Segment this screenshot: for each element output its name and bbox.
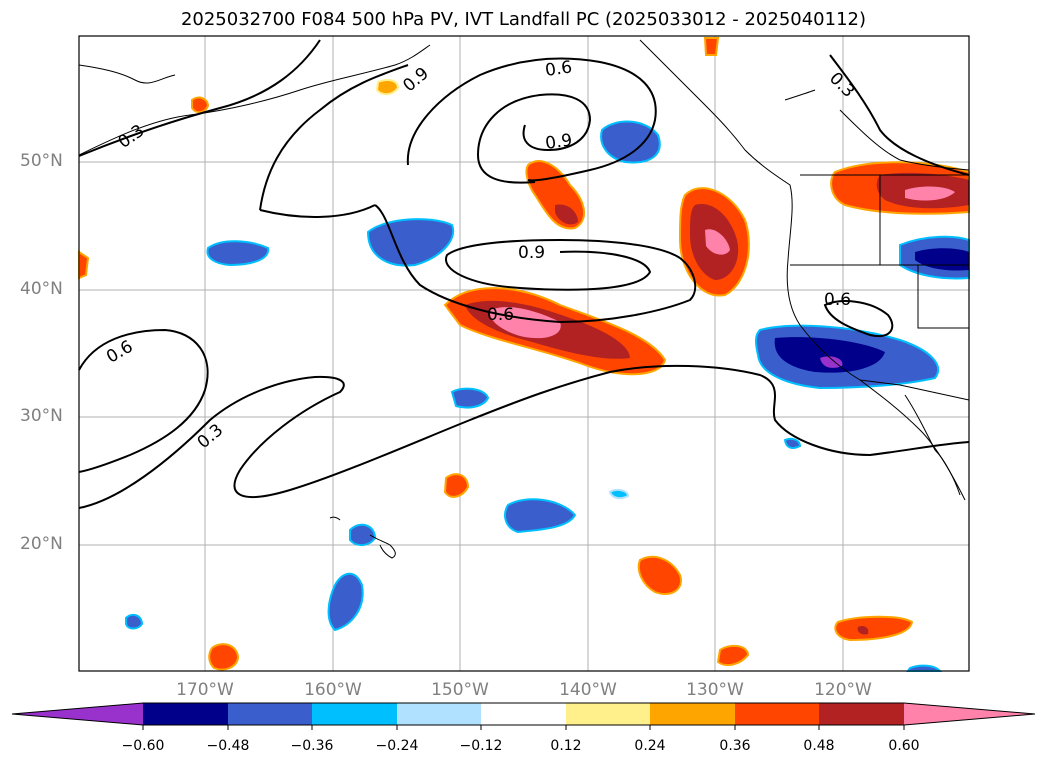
pc-region-yellow	[375, 79, 400, 96]
contour-label: 0.6	[544, 57, 574, 81]
coastlines	[78, 39, 966, 559]
pc-region-orange	[834, 615, 914, 642]
colorbar-segment	[819, 703, 904, 725]
pc-region-pink	[705, 229, 730, 255]
colorbar-tick-label: −0.12	[459, 738, 503, 754]
colorbar-tick-label: −0.24	[375, 738, 419, 754]
lon-label-140w: 140°W	[559, 680, 617, 700]
pc-region-purple	[820, 356, 843, 368]
lon-label-130w: 130°W	[686, 680, 744, 700]
pv-contour-0.3-south	[78, 364, 970, 509]
colorbar	[11, 702, 1036, 730]
pc-region-blue	[125, 613, 144, 630]
pv-contour-0.6-north	[406, 57, 657, 182]
lon-label-170w: 170°W	[176, 680, 234, 700]
pc-region-orange	[191, 96, 210, 114]
hawaii-islands	[369, 534, 396, 559]
colorbar-segment	[904, 703, 1035, 725]
colorbar-segment	[481, 703, 566, 725]
pc-region-orange	[208, 643, 240, 671]
pc-region-orange	[716, 644, 750, 667]
pv-contour-0.3-east	[829, 54, 970, 176]
pc-region-blue	[783, 437, 802, 449]
lat-label-20n: 20°N	[20, 534, 63, 554]
pv-contour-0.9-central	[445, 238, 681, 291]
state-border	[917, 265, 969, 329]
colorbar-segment	[312, 703, 397, 725]
pv-contour-0.6-east	[823, 300, 894, 338]
pv-contours	[78, 39, 970, 509]
colorbar-tick-label: 0.12	[550, 738, 582, 754]
pc-region-navy	[774, 337, 885, 373]
contour-label: 0.6	[824, 290, 851, 310]
pc-region-orange	[78, 250, 90, 280]
pc-region-pink	[905, 186, 955, 201]
contour-label: 0.6	[487, 305, 514, 325]
pc-region-darkred	[555, 204, 578, 225]
colorbar-segment	[566, 703, 650, 725]
pv-contour-0.9-west	[259, 64, 409, 211]
colorbar-tick-label: −0.36	[290, 738, 334, 754]
coastal-islands	[784, 89, 816, 101]
colorbar-tick-label: −0.48	[206, 738, 250, 754]
lat-label-50n: 50°N	[20, 151, 63, 171]
alaska-coast	[78, 44, 431, 156]
pv-contour-0.9-westarc	[259, 204, 376, 218]
pc-region-blue	[600, 120, 661, 164]
contour-label: 0.9	[518, 243, 545, 263]
west-coast	[639, 39, 966, 501]
colorbar-tick-label: 0.48	[803, 738, 835, 754]
pv-contour-0.6-central	[374, 204, 697, 324]
colorbar-ticks	[142, 725, 905, 730]
colorbar-tick-label: 0.24	[634, 738, 666, 754]
map-title: 2025032700 F084 500 hPa PV, IVT Landfall…	[180, 9, 867, 30]
colorbar-segment	[650, 703, 735, 725]
lat-label-40n: 40°N	[20, 279, 63, 299]
lon-label-150w: 150°W	[431, 680, 489, 700]
colorbar-tick-label: 0.36	[719, 738, 751, 754]
alaska-north-coast	[78, 64, 176, 84]
gridlines	[79, 36, 969, 671]
map-frame	[78, 35, 970, 672]
colorbar-segment	[397, 703, 481, 725]
colorbar-segment	[143, 703, 228, 725]
baja-coast	[904, 394, 961, 496]
hawaii-kauai	[329, 516, 341, 521]
pv-contour-0.9-north	[476, 93, 592, 184]
lat-label-30n: 30°N	[20, 406, 63, 426]
lon-label-120w: 120°W	[814, 680, 872, 700]
pc-region-blue	[450, 387, 490, 409]
pc-region-orange	[637, 555, 682, 595]
colorbar-segment	[228, 703, 312, 725]
pv-contour-0.3-north	[78, 39, 321, 157]
pv-contour-0.6-west	[78, 328, 209, 473]
colorbar-tick-label: −0.60	[121, 738, 165, 754]
pc-region-darkred	[857, 625, 869, 635]
colorbar-segment	[12, 703, 143, 725]
contour-label: 0.9	[544, 130, 574, 154]
us-mexico-border	[859, 379, 970, 401]
pc-region-blue	[504, 498, 577, 534]
pc-region-orange	[703, 37, 720, 56]
pc-region-blue	[206, 240, 270, 267]
colorbar-segment	[735, 703, 819, 725]
pc-region-orange	[443, 473, 470, 498]
lon-label-160w: 160°W	[304, 680, 362, 700]
pc-region-blue	[349, 523, 377, 546]
pc-region-lightblue	[608, 488, 630, 500]
pc-region-blue	[327, 572, 364, 632]
colorbar-tick-label: 0.60	[888, 738, 920, 754]
